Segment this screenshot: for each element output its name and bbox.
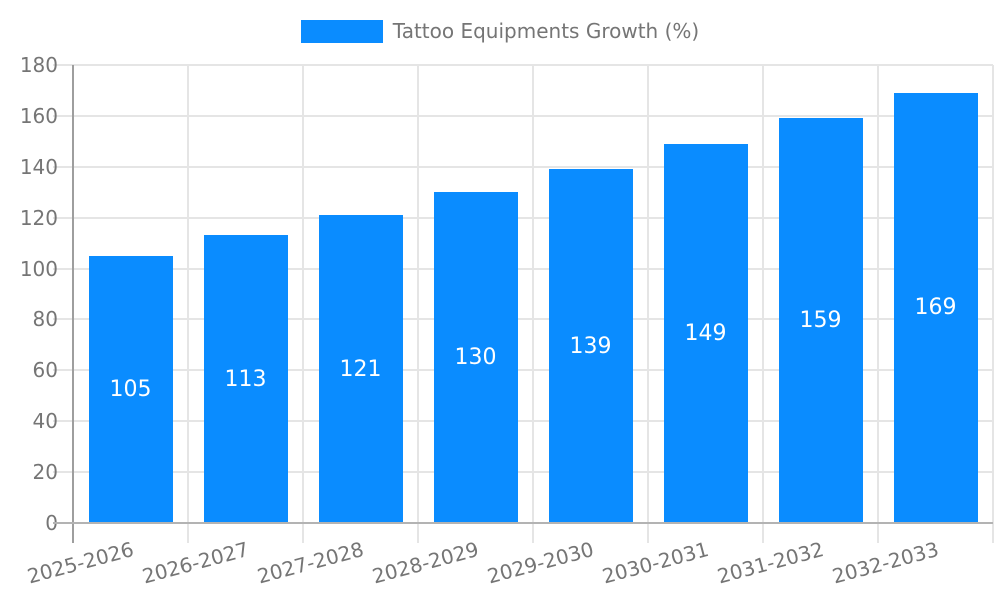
y-axis-tick-label: 40 xyxy=(32,409,58,434)
x-gridline xyxy=(532,65,534,543)
x-gridline xyxy=(647,65,649,543)
x-axis-tick-label-text: 2032-2033 xyxy=(830,537,942,589)
y-axis-tick-label: 120 xyxy=(19,205,58,230)
bar-value-label: 105 xyxy=(109,376,152,402)
y-axis-tick-label: 180 xyxy=(19,53,58,77)
x-gridline xyxy=(877,65,879,543)
y-gridline xyxy=(53,369,993,372)
y-axis-tick-label: 20 xyxy=(32,460,58,485)
y-axis-tick-label: 160 xyxy=(19,103,58,128)
x-gridline xyxy=(302,65,304,543)
legend-label: Tattoo Equipments Growth (%) xyxy=(392,19,700,43)
bar[interactable]: 159 xyxy=(778,118,863,523)
y-axis-tick-label: 100 xyxy=(19,256,58,281)
legend-swatch xyxy=(300,19,383,43)
x-gridline xyxy=(762,65,764,543)
x-axis-tick-label: 2032-2033 xyxy=(676,537,942,588)
y-axis-tick-label: 80 xyxy=(32,307,58,332)
y-axis-tick-label: 0 xyxy=(45,511,58,535)
bar[interactable]: 105 xyxy=(88,255,173,523)
y-gridline xyxy=(53,267,993,270)
y-gridline xyxy=(53,216,993,219)
bar-value-label: 130 xyxy=(454,345,497,371)
bar[interactable]: 139 xyxy=(548,169,633,523)
y-axis-tick-label: 140 xyxy=(19,154,58,179)
y-axis-line xyxy=(72,65,74,543)
x-gridline xyxy=(187,65,189,543)
bar[interactable]: 121 xyxy=(318,215,403,523)
bar-value-label: 169 xyxy=(914,295,957,321)
x-axis-line xyxy=(53,522,993,524)
bar-value-label: 139 xyxy=(569,333,612,359)
bar-value-label: 159 xyxy=(799,308,842,334)
y-gridline xyxy=(53,318,993,321)
y-gridline xyxy=(53,165,993,168)
bar-value-label: 149 xyxy=(684,320,727,346)
bar[interactable]: 149 xyxy=(663,143,748,523)
y-gridline xyxy=(53,471,993,474)
bar-value-label: 121 xyxy=(339,356,382,382)
x-gridline xyxy=(417,65,419,543)
x-gridline xyxy=(992,65,994,543)
y-gridline xyxy=(53,114,993,117)
y-gridline xyxy=(53,64,993,66)
bar[interactable]: 113 xyxy=(203,235,288,523)
y-axis-tick-label: 60 xyxy=(32,358,58,383)
bar[interactable]: 130 xyxy=(433,192,518,523)
bar-value-label: 113 xyxy=(224,366,267,392)
y-gridline xyxy=(53,420,993,423)
bar[interactable]: 169 xyxy=(893,92,978,523)
legend[interactable]: Tattoo Equipments Growth (%) xyxy=(0,19,1000,43)
